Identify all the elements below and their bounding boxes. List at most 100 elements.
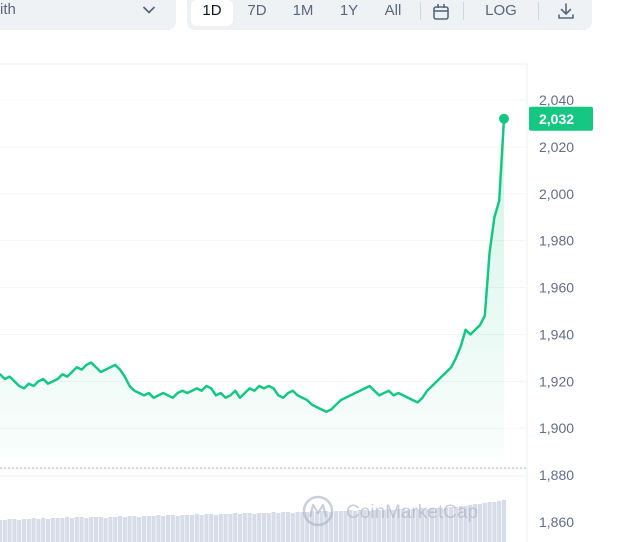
y-tick-label: 1,940 [539, 326, 574, 342]
current-price-badge-bg [529, 106, 593, 131]
volume-bar [391, 510, 396, 542]
volume-bar [309, 511, 315, 542]
volume-bar [141, 516, 147, 542]
volume-bar [477, 504, 483, 542]
y-tick-label: 2,020 [539, 139, 574, 155]
volume-bar [228, 514, 233, 542]
chevron-down-icon [143, 6, 155, 14]
volume-bar [156, 515, 161, 542]
volume-bar [103, 518, 108, 542]
price-area [0, 118, 504, 459]
volume-bars [0, 500, 507, 542]
volume-bar [122, 517, 127, 542]
volume-bar [84, 518, 89, 542]
y-tick-label: 1,880 [539, 467, 574, 483]
volume-bar [377, 510, 382, 542]
volume-bar [213, 515, 219, 542]
volume-bar [285, 512, 291, 542]
volume-bar [487, 502, 492, 542]
volume-bar [305, 512, 310, 542]
volume-bar [113, 517, 118, 542]
current-price-label: 2,032 [539, 111, 574, 127]
volume-bar [281, 512, 286, 542]
y-tick-label: 2,000 [539, 186, 574, 202]
volume-bar [31, 518, 36, 542]
volume-bar [372, 510, 377, 542]
volume-bar [12, 519, 17, 542]
volume-bar [261, 513, 267, 542]
volume-bar [137, 517, 142, 542]
current-price-badge: 2,032 [529, 106, 593, 131]
volume-bar [26, 519, 31, 542]
volume-bar [0, 520, 3, 542]
volume-bar [290, 513, 295, 542]
volume-bar [204, 514, 209, 542]
volume-bar [252, 514, 257, 542]
volume-bar [319, 511, 324, 542]
volume-bar [146, 516, 151, 542]
toolbar-divider [420, 2, 421, 20]
volume-bar [439, 509, 444, 542]
y-tick-label: 2,040 [539, 92, 574, 108]
volume-bar [357, 510, 363, 542]
timeframe-7d-button[interactable]: 7D [247, 2, 267, 19]
volume-bar [458, 506, 463, 542]
volume-bar [74, 517, 79, 542]
volume-bar [501, 500, 507, 542]
y-tick-label: 1,860 [539, 514, 574, 530]
volume-bar [343, 511, 348, 542]
volume-bar [463, 506, 468, 542]
volume-bar [300, 512, 305, 542]
volume-bar [41, 518, 46, 542]
volume-bar [420, 508, 425, 542]
download-icon[interactable] [554, 0, 578, 22]
volume-bar [338, 511, 343, 542]
volume-bar [89, 517, 94, 542]
volume-bar [65, 517, 70, 542]
calendar-icon[interactable] [429, 0, 453, 22]
volume-bar [353, 511, 358, 542]
volume-bar [60, 518, 65, 542]
y-tick-label: 1,920 [539, 373, 574, 389]
volume-bar [151, 516, 156, 542]
volume-bar [199, 515, 204, 542]
volume-bar [117, 516, 123, 542]
volume-bar [79, 517, 84, 542]
toolbar-divider [463, 2, 464, 20]
volume-bar [329, 512, 334, 542]
volume-bar [266, 513, 271, 542]
volume-bar [69, 518, 75, 542]
timeframe-dropdown[interactable]: ith [0, 0, 176, 30]
volume-bar [492, 502, 497, 542]
volume-bar [367, 511, 372, 542]
volume-bar [93, 517, 99, 542]
volume-bar [276, 513, 281, 542]
volume-bar [161, 516, 166, 542]
volume-bar [108, 517, 113, 542]
volume-bar [453, 507, 459, 542]
volume-bar [473, 504, 478, 542]
volume-bar [405, 510, 411, 542]
volume-bar [2, 520, 7, 542]
volume-bar [223, 514, 228, 542]
volume-bar [257, 513, 262, 542]
volume-bar [324, 511, 329, 542]
volume-bar [410, 509, 415, 542]
volume-bar [127, 516, 132, 542]
timeframe-all-button[interactable]: All [384, 2, 402, 19]
volume-bar [50, 518, 55, 542]
volume-bar [170, 515, 175, 542]
current-price-point [499, 113, 509, 124]
volume-bar [362, 510, 367, 542]
volume-bar [194, 514, 199, 542]
y-axis: 2,040 2,020 2,000 1,980 1,960 1,940 1,920 1,900… [539, 92, 574, 530]
log-scale-button[interactable]: LOG [485, 2, 517, 19]
volume-bar [444, 508, 449, 542]
timeframe-1m-button[interactable]: 1M [292, 2, 314, 19]
timeframe-1y-button[interactable]: 1Y [339, 2, 359, 19]
timeframe-1d-button[interactable]: 1D [191, 0, 233, 26]
y-tick-label: 1,900 [539, 420, 574, 436]
volume-bar [247, 513, 252, 542]
toolbar-divider [538, 2, 539, 20]
volume-bar [468, 505, 473, 542]
